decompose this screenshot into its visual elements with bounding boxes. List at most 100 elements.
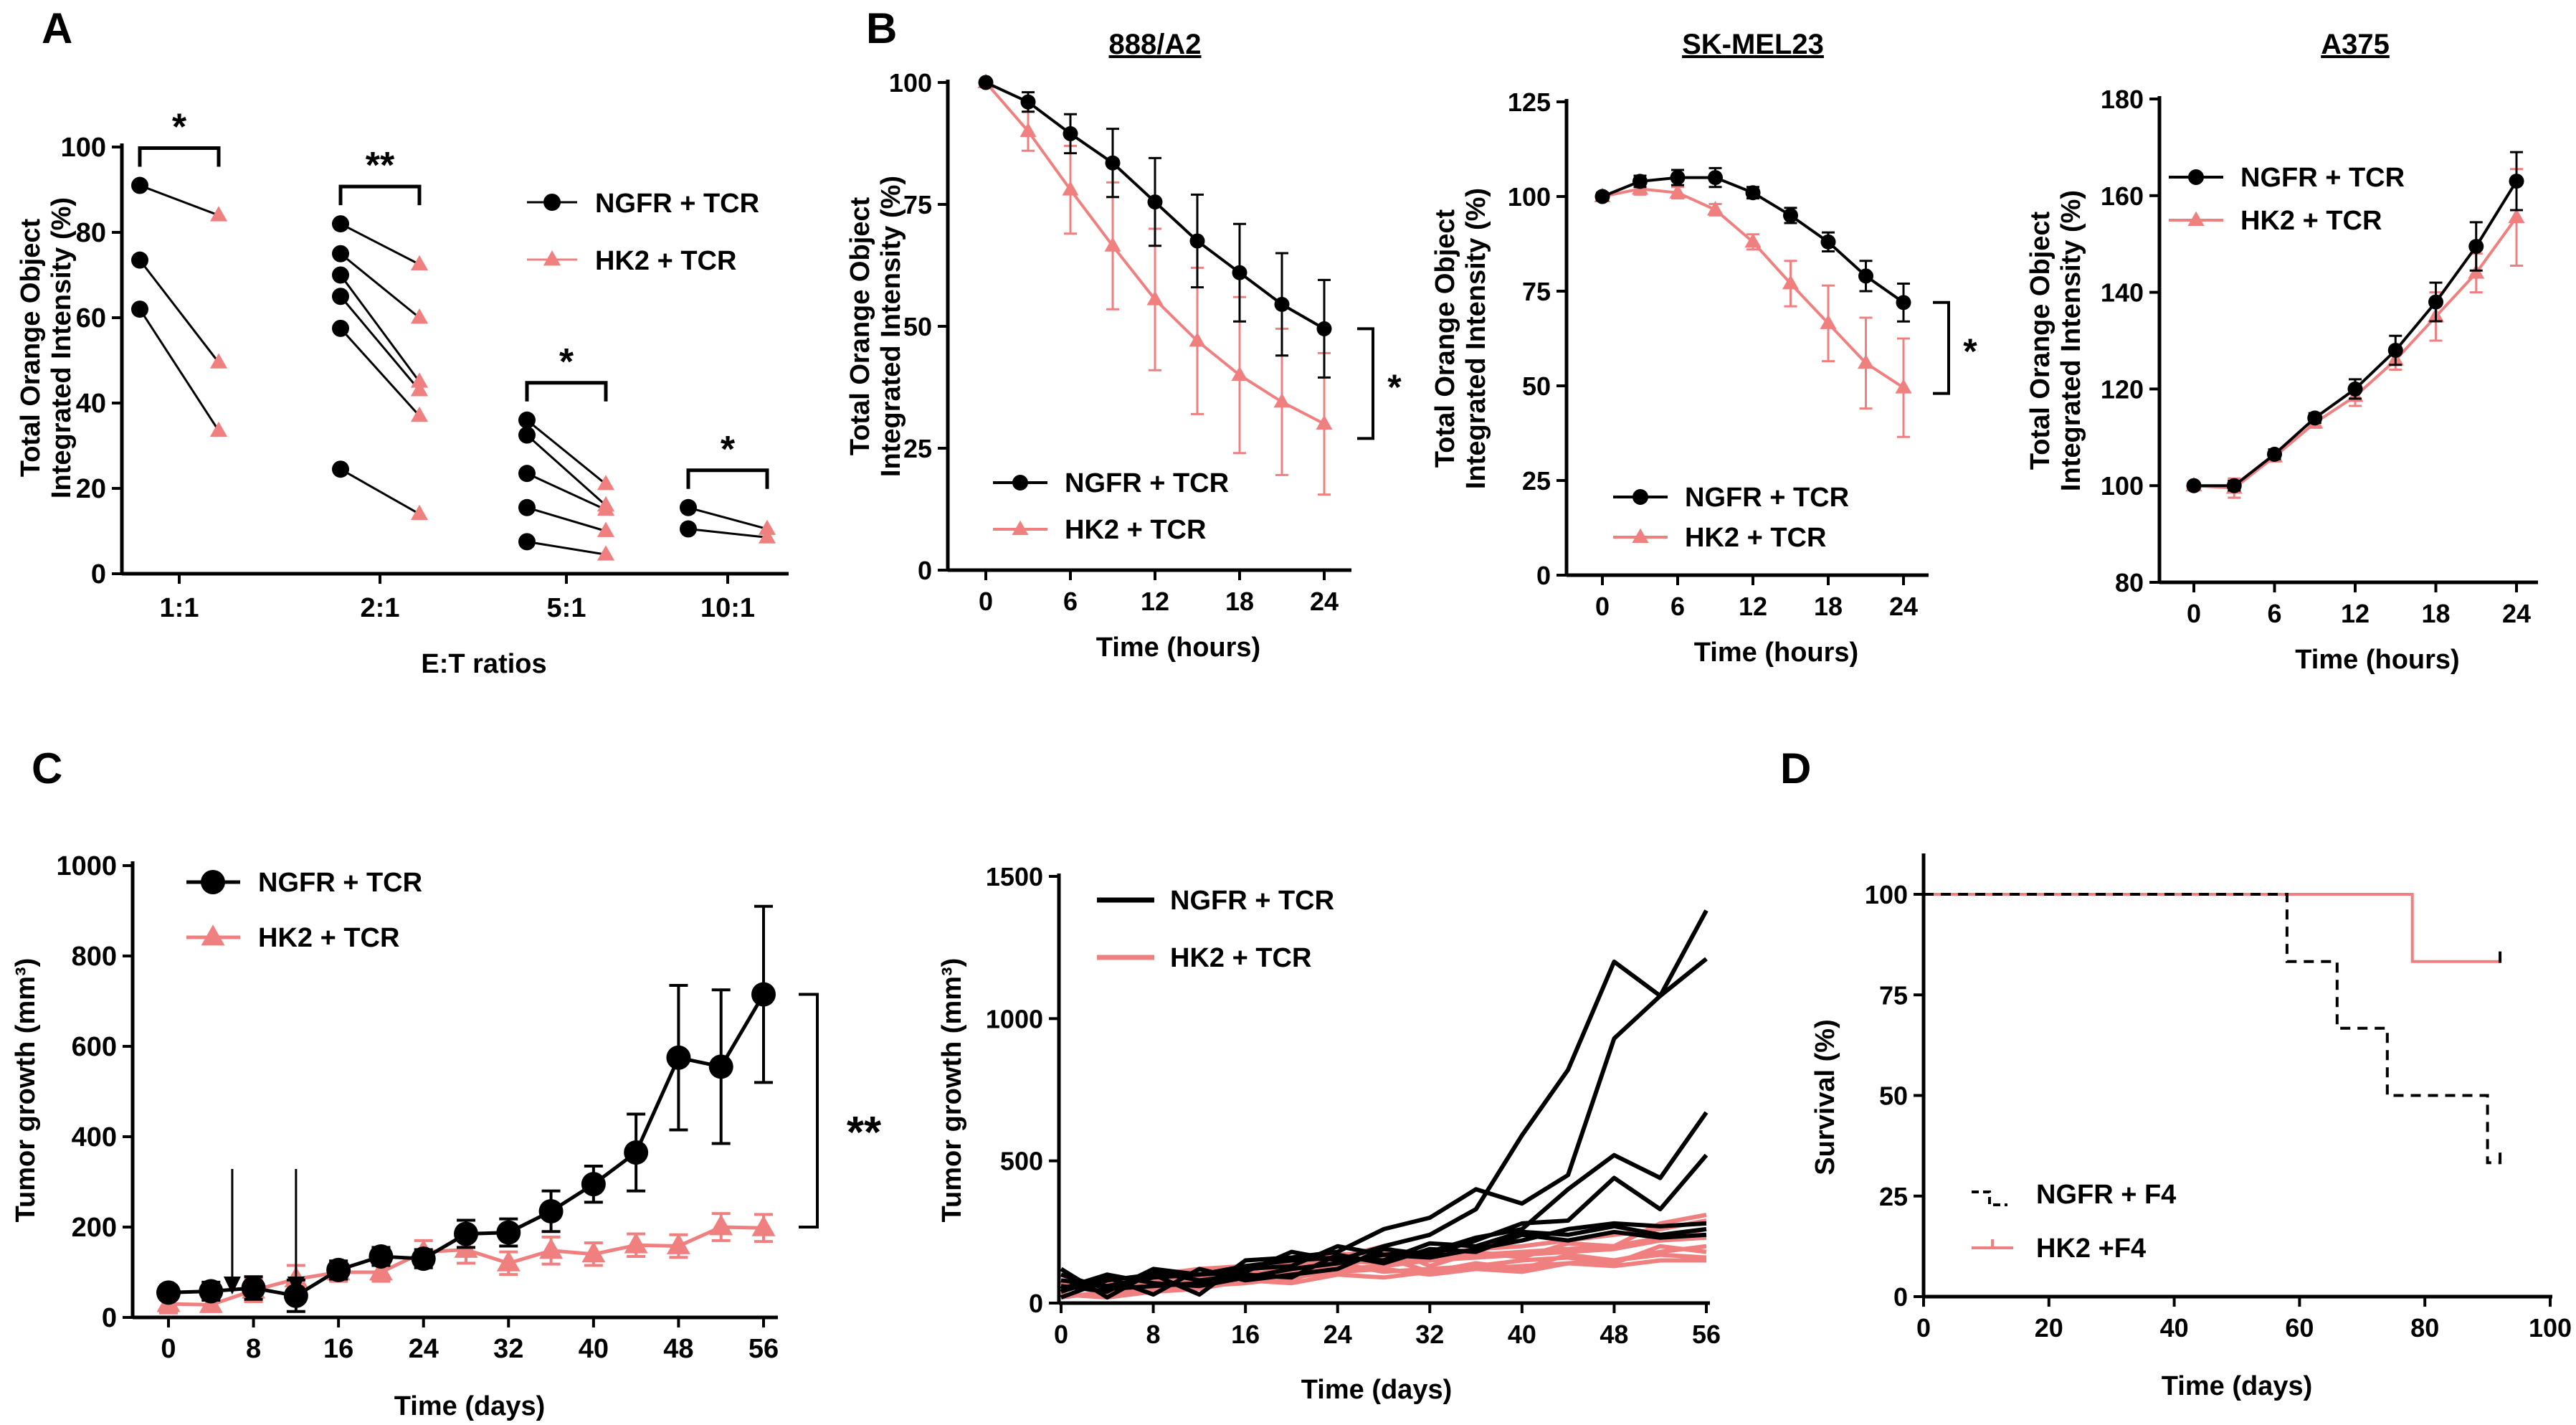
hk2-point <box>1895 379 1912 394</box>
hk2-point <box>410 372 429 388</box>
series-ngfr <box>1594 166 1911 323</box>
x-tick-label: 0 <box>1595 592 1610 621</box>
y-tick-label: 0 <box>918 556 932 585</box>
y-tick-label: 25 <box>903 434 932 463</box>
hk2-point <box>597 475 615 491</box>
legend-label-ngfr: NGFR + TCR <box>595 189 759 219</box>
ngfr-point <box>1316 321 1332 336</box>
y-axis-label-line1: Total Orange Object <box>845 197 875 455</box>
hk2-point <box>1706 201 1724 216</box>
ngfr-point <box>978 75 994 90</box>
x-tick-label: 24 <box>1310 587 1339 616</box>
x-tick-label: 32 <box>1415 1320 1444 1349</box>
hk2-point <box>1669 184 1686 199</box>
y-tick-label: 400 <box>72 1122 117 1152</box>
ngfr-point <box>1594 189 1610 204</box>
y-axis-label: Survival (%) <box>1810 1019 1840 1175</box>
legend-marker-hk2 <box>543 250 561 266</box>
x-tick-label: 8 <box>246 1334 261 1364</box>
x-axis-label: Time (days) <box>2162 1371 2312 1401</box>
significance-label: * <box>172 107 187 148</box>
pair-line <box>526 434 607 506</box>
ngfr-point <box>2387 342 2403 358</box>
legend: NGFR + TCR HK2 + TCR <box>527 189 759 276</box>
hk2-point <box>597 500 615 516</box>
x-tick-label: 16 <box>1231 1320 1260 1349</box>
y-tick-label: 1500 <box>986 862 1043 891</box>
ngfr-point <box>1147 194 1163 210</box>
y-tick-label: 25 <box>1522 466 1551 496</box>
y-tick-label: 60 <box>76 303 106 333</box>
x-tick-label: 24 <box>1323 1320 1352 1349</box>
ngfr-mouse-line <box>1060 957 1708 1294</box>
x-tick-label: 0 <box>979 587 993 616</box>
ngfr-point <box>518 498 536 516</box>
x-tick-label: 8 <box>1146 1320 1161 1349</box>
ngfr-point <box>332 266 349 284</box>
x-tick-label: 24 <box>409 1334 439 1364</box>
y-tick-label: 0 <box>1029 1289 1043 1318</box>
legend-line-ngfr <box>1972 1190 2007 1206</box>
hk2-point <box>597 521 615 537</box>
panel-label-b: B <box>866 4 897 52</box>
x-tick-label: 16 <box>323 1334 353 1364</box>
panel-d: D Survival (%) Time (days) 0 25 50 75 100 0 20 40… <box>1780 744 2572 1401</box>
hk2-point <box>1189 332 1206 347</box>
legend-label-ngfr: NGFR + TCR <box>1065 468 1229 498</box>
hk2-point <box>410 381 429 397</box>
ngfr-point <box>332 215 349 233</box>
x-tick-label: 24 <box>2502 599 2531 628</box>
ngfr-point <box>241 1276 266 1301</box>
ngfr-point <box>1063 126 1078 141</box>
ngfr-point <box>199 1279 224 1304</box>
significance-bracket <box>138 146 221 167</box>
y-tick-label: 50 <box>903 312 932 341</box>
hk2-point <box>209 421 228 437</box>
y-tick-label: 200 <box>72 1213 117 1243</box>
x-tick-label: 80 <box>2410 1313 2439 1343</box>
y-tick-label: 100 <box>1508 182 1551 212</box>
series-ngfr <box>2186 151 2524 493</box>
x-tick-label: 48 <box>1600 1320 1628 1349</box>
significance-bracket <box>525 381 608 402</box>
ngfr-mouse-line <box>1060 1221 1707 1292</box>
ngfr-point <box>332 245 349 262</box>
panel-label-d: D <box>1780 744 1811 792</box>
y-tick-label: 75 <box>1879 980 1908 1010</box>
significance-label: * <box>721 429 736 470</box>
ngfr-point <box>2186 478 2202 493</box>
legend-label-hk2: HK2 + TCR <box>2240 206 2382 236</box>
pair-line <box>526 419 607 486</box>
x-tick-label: 0 <box>1054 1320 1068 1349</box>
y-tick-label: 80 <box>2115 568 2144 597</box>
x-tick-label: 1:1 <box>160 593 199 623</box>
legend-marker-hk2 <box>1632 528 1649 543</box>
x-tick-label: 0 <box>2187 599 2201 628</box>
x-tick-label: 48 <box>663 1334 693 1364</box>
pair-line <box>526 472 607 511</box>
hk2-point <box>369 1259 393 1281</box>
ngfr-point <box>131 300 148 318</box>
ngfr-point <box>131 251 148 269</box>
y-tick-label: 40 <box>76 389 106 419</box>
pair-line <box>526 506 607 532</box>
series-ngfr <box>978 75 1332 379</box>
pair-line <box>340 222 420 265</box>
y-tick-label: 100 <box>2101 471 2144 501</box>
x-tick-label: 2:1 <box>361 593 400 623</box>
ngfr-point <box>1896 295 1911 311</box>
treatment-arrow-head <box>287 1277 305 1294</box>
legend-label-hk2: HK2 + TCR <box>258 923 399 953</box>
chart-a375: A375 Total Orange Object Integrated Intens… <box>2025 29 2538 675</box>
ngfr-point <box>156 1280 181 1305</box>
y-axis-label-line1: Total Orange Object <box>1430 209 1460 468</box>
hk2-point <box>758 519 776 535</box>
hk2-point <box>209 353 228 369</box>
hk2-point <box>410 504 429 521</box>
y-tick-label: 600 <box>72 1032 117 1062</box>
y-tick-label: 50 <box>1522 371 1551 401</box>
y-tick-label: 25 <box>1879 1182 1908 1211</box>
x-tick-label: 10:1 <box>700 593 755 623</box>
ngfr-point <box>1820 234 1836 250</box>
x-tick-label: 56 <box>1692 1320 1721 1349</box>
